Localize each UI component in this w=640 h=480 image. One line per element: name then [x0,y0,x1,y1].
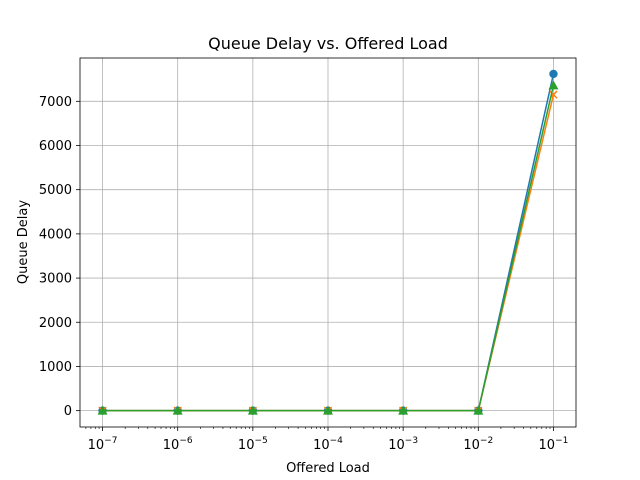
y-tick-label: 3000 [39,272,72,287]
y-tick-label: 5000 [39,183,72,198]
y-axis-label: Queue Delay [16,200,31,284]
data-point-circle [549,69,558,79]
x-tick-label: 10−3 [388,436,418,453]
y-tick-label: 6000 [39,139,72,154]
y-tick-label: 0 [64,404,72,419]
y-tick-label: 4000 [39,227,72,242]
x-tick-label: 10−6 [163,436,193,453]
data-point-triangle [398,405,409,415]
chart-title: Queue Delay vs. Offered Load [208,34,448,53]
data-point-triangle [172,405,183,415]
data-point-triangle [97,405,108,415]
x-tick-label: 10−2 [463,436,493,453]
x-tick-label: 10−1 [539,436,569,453]
y-tick-label: 7000 [39,95,72,110]
ticks: 10−7 10−6 10−5 10−4 10−3 10−2 10−1 0 1000 2000 300… [39,95,568,453]
data-point-triangle [548,80,559,90]
data-point-triangle [473,405,484,415]
series-group [97,69,559,415]
y-tick-label: 2000 [39,316,72,331]
x-tick-label: 10−7 [88,436,118,453]
data-point-triangle [247,405,258,415]
y-tick-label: 1000 [39,360,72,375]
x-axis-label: Offered Load [286,461,370,476]
grid [80,58,576,427]
data-point-triangle [323,405,333,415]
x-tick-label: 10−4 [313,436,343,453]
x-tick-label: 10−5 [238,436,268,453]
